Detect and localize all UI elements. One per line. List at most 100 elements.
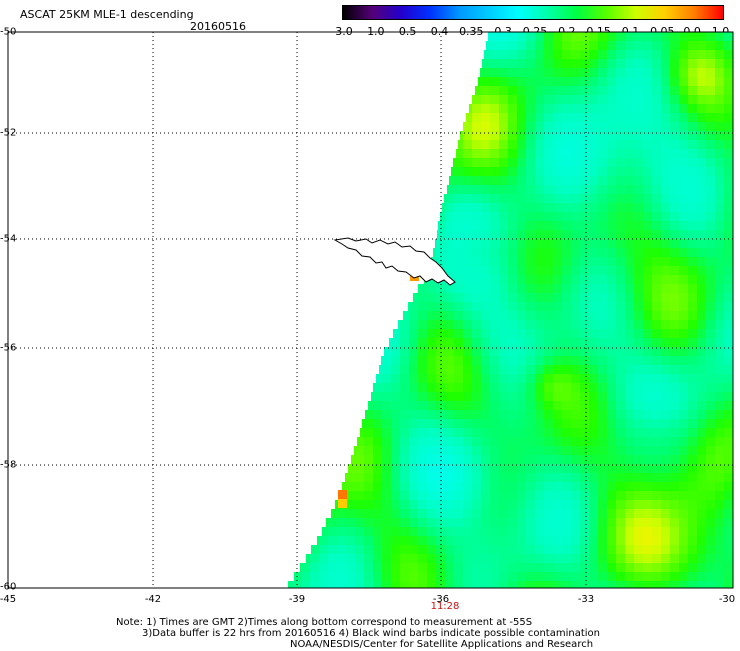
swath-cell	[454, 284, 463, 293]
swath-cell	[643, 77, 652, 86]
swath-cell	[580, 68, 589, 77]
swath-cell	[463, 311, 472, 320]
swath-cell	[724, 563, 733, 572]
swath-cell	[427, 437, 436, 446]
swath-cell	[571, 473, 580, 482]
swath-cell	[625, 194, 634, 203]
swath-cell	[706, 194, 715, 203]
swath-cell	[634, 311, 643, 320]
swath-cell	[625, 365, 634, 374]
swath-cell	[661, 284, 670, 293]
swath-cell	[616, 257, 625, 266]
swath-cell	[661, 509, 670, 518]
swath-cell	[544, 383, 553, 392]
swath-cell	[436, 347, 445, 356]
swath-cell	[679, 104, 688, 113]
swath-cell	[634, 464, 643, 473]
swath-cell	[679, 176, 688, 185]
swath-cell	[643, 581, 652, 588]
swath-cell	[706, 500, 715, 509]
swath-cell	[688, 302, 697, 311]
swath-cell	[589, 230, 598, 239]
swath-cell	[373, 581, 382, 588]
swath-cell	[634, 455, 643, 464]
swath-cell	[715, 257, 724, 266]
swath-cell	[544, 203, 553, 212]
swath-cell	[553, 239, 562, 248]
swath-cell	[319, 536, 328, 545]
swath-cell	[607, 563, 616, 572]
swath-cell	[724, 320, 733, 329]
swath-cell	[535, 266, 544, 275]
swath-cell	[398, 320, 400, 329]
swath-cell	[310, 563, 319, 572]
swath-cell	[670, 257, 679, 266]
swath-cell	[562, 32, 571, 41]
swath-cell	[508, 563, 517, 572]
swath-cell	[517, 239, 526, 248]
swath-cell	[724, 482, 733, 491]
swath-cell	[535, 185, 544, 194]
swath-cell	[688, 464, 697, 473]
swath-cell	[652, 356, 661, 365]
swath-cell	[472, 410, 481, 419]
swath-cell	[418, 518, 427, 527]
swath-cell	[553, 149, 562, 158]
swath-cell	[445, 509, 454, 518]
swath-cell	[607, 473, 616, 482]
swath-cell	[400, 365, 409, 374]
swath-cell	[625, 257, 634, 266]
swath-cell	[625, 419, 634, 428]
swath-cell	[382, 482, 391, 491]
swath-cell	[661, 158, 670, 167]
swath-cell	[643, 140, 652, 149]
swath-cell	[706, 518, 715, 527]
swath-cell	[445, 536, 454, 545]
swath-cell	[436, 482, 445, 491]
swath-cell	[643, 455, 652, 464]
swath-cell	[670, 329, 679, 338]
swath-cell	[463, 131, 472, 140]
swath-cell	[580, 86, 589, 95]
swath-cell	[724, 581, 733, 588]
swath-cell	[454, 392, 463, 401]
swath-cell	[598, 230, 607, 239]
swath-cell	[508, 320, 517, 329]
swath-cell	[580, 203, 589, 212]
swath-cell	[553, 563, 562, 572]
swath-cell	[697, 230, 706, 239]
swath-cell	[382, 365, 391, 374]
swath-cell	[562, 167, 571, 176]
swath-cell	[679, 572, 688, 581]
swath-cell	[499, 77, 508, 86]
swath-cell	[535, 50, 544, 59]
swath-cell	[382, 428, 391, 437]
swath-cell	[688, 572, 697, 581]
swath-cell	[688, 518, 697, 527]
swath-cell	[634, 383, 643, 392]
swath-cell	[427, 581, 436, 588]
swath-cell	[463, 158, 472, 167]
swath-cell	[616, 68, 625, 77]
swath-cell	[486, 41, 490, 50]
swath-cell	[706, 149, 715, 158]
swath-cell	[553, 212, 562, 221]
swath-cell	[697, 248, 706, 257]
swath-cell	[553, 158, 562, 167]
swath-cell	[409, 410, 418, 419]
swath-cell	[652, 95, 661, 104]
swath-cell	[715, 41, 724, 50]
swath-cell	[382, 464, 391, 473]
swath-cell	[373, 527, 382, 536]
swath-cell	[445, 266, 454, 275]
swath-cell	[688, 122, 697, 131]
swath-cell	[445, 392, 454, 401]
swath-cell	[634, 32, 643, 41]
swath-cell	[580, 239, 589, 248]
swath-cell	[427, 302, 436, 311]
swath-cell	[463, 455, 472, 464]
swath-cell	[562, 248, 571, 257]
swath-cell	[598, 383, 607, 392]
swath-cell	[445, 302, 454, 311]
swath-cell	[580, 95, 589, 104]
